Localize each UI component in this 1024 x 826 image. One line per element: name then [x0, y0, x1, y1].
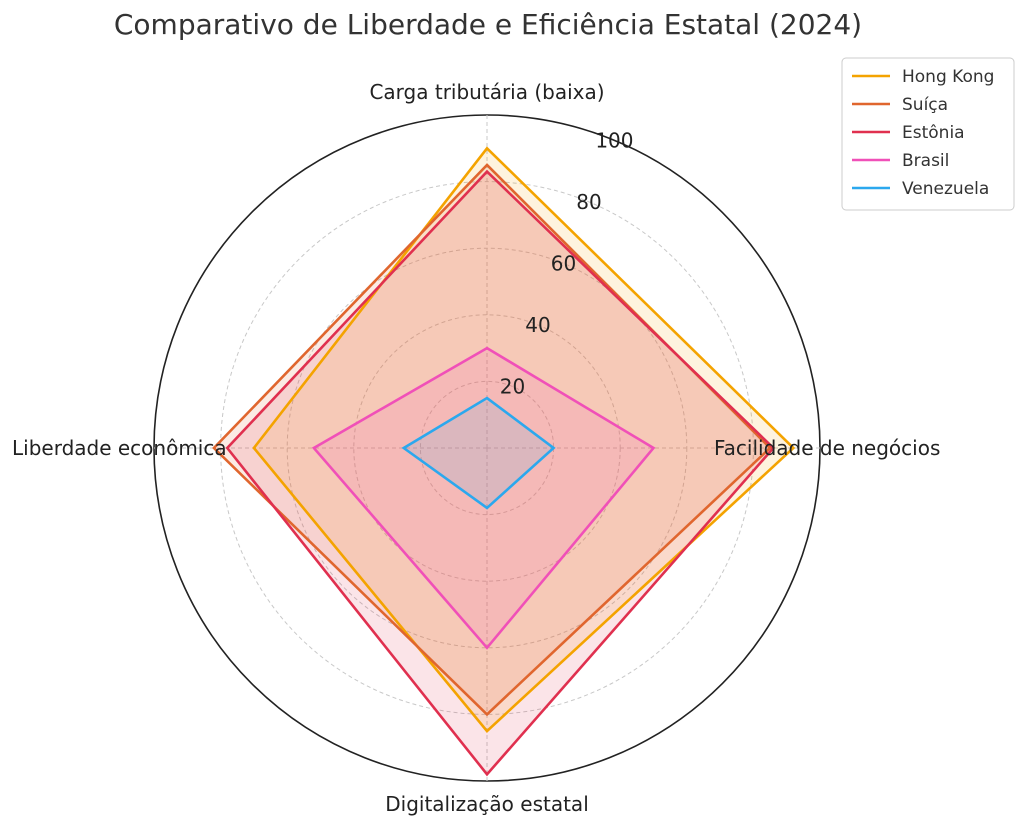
series-line — [311, 346, 656, 650]
radial-tick-label: 100 — [595, 128, 633, 152]
series-line-layer — [212, 146, 796, 777]
radial-tick-label: 40 — [525, 313, 550, 337]
radial-tick-label: 80 — [576, 190, 601, 214]
legend: Hong Kong Suíça Estônia Brasil Venezuela — [841, 57, 1015, 211]
radial-tick-label: 20 — [500, 374, 525, 398]
axis-label: Facilidade de negócios — [714, 436, 940, 460]
series-fill — [227, 171, 774, 775]
series-line — [225, 169, 776, 777]
label-layer: 20 40 60 80 100 Carga tributária (baixa) Facil… — [12, 80, 940, 816]
legend-label: Brasil — [902, 151, 949, 171]
legend-label: Venezuela — [902, 179, 989, 199]
series-line — [252, 146, 796, 733]
radial-tick-label: 60 — [551, 251, 576, 275]
legend-label: Hong Kong — [902, 67, 994, 87]
legend-box — [841, 57, 1015, 211]
series-fill — [313, 348, 654, 648]
series-line — [401, 396, 556, 510]
series-fill — [253, 148, 794, 732]
chart-title: Comparativo de Liberdade e Eficiência Es… — [113, 8, 863, 41]
legend-label: Estônia — [902, 123, 965, 143]
axis-label: Digitalização estatal — [385, 792, 589, 816]
axis-label: Liberdade econômica — [12, 436, 227, 460]
axis-label: Carga tributária (baixa) — [369, 80, 604, 104]
series-fill-layer — [213, 148, 794, 775]
series-fill — [213, 164, 771, 715]
legend-label: Suíça — [902, 95, 948, 115]
